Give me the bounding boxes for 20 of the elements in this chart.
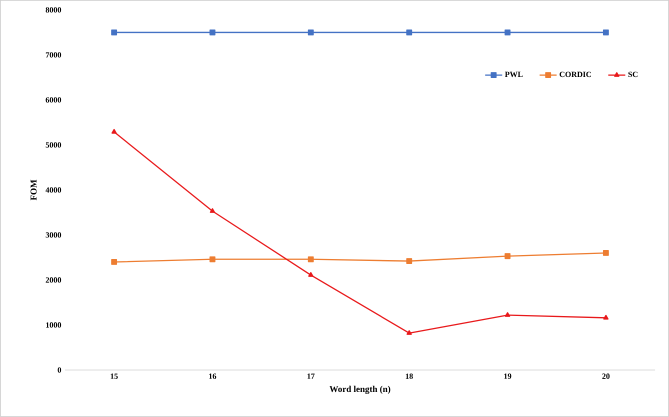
point bbox=[504, 29, 511, 36]
point bbox=[504, 312, 510, 317]
point bbox=[504, 253, 511, 260]
point bbox=[406, 29, 412, 36]
point bbox=[308, 272, 314, 277]
point bbox=[111, 259, 118, 265]
point bbox=[111, 29, 118, 36]
point bbox=[308, 256, 314, 262]
point bbox=[210, 29, 216, 36]
point bbox=[210, 208, 216, 213]
point bbox=[602, 29, 609, 36]
point bbox=[603, 314, 609, 320]
point bbox=[406, 258, 412, 264]
point bbox=[308, 29, 314, 36]
point bbox=[406, 330, 412, 335]
point bbox=[602, 250, 609, 256]
x-axis-title: Word length (n) bbox=[329, 386, 390, 394]
point bbox=[111, 128, 117, 134]
y-axis-title: FOM bbox=[30, 180, 37, 200]
point bbox=[210, 256, 216, 262]
